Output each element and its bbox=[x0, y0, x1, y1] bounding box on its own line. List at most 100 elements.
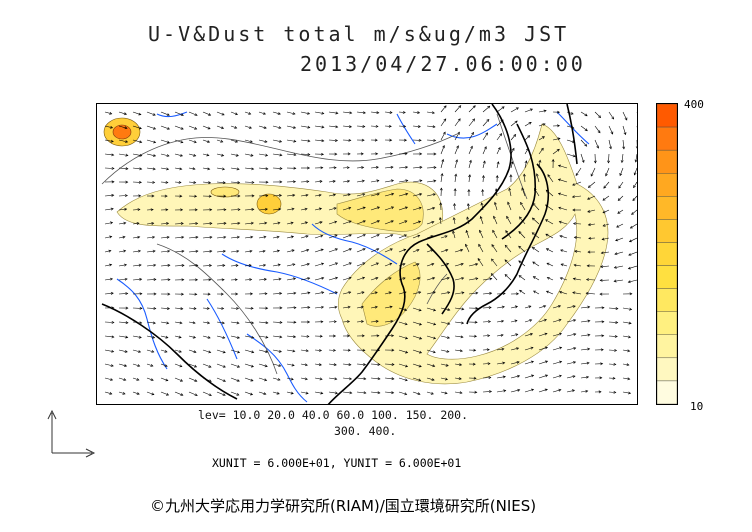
wind-vector-head bbox=[363, 377, 367, 381]
wind-vector-head bbox=[305, 349, 309, 353]
wind-vector bbox=[496, 147, 501, 155]
wind-vector bbox=[216, 321, 225, 324]
wind-vector-head bbox=[249, 140, 253, 143]
wind-vector bbox=[507, 201, 512, 211]
wind-vector-head bbox=[137, 235, 141, 239]
wind-vector-head bbox=[558, 206, 562, 210]
wind-vector bbox=[174, 139, 183, 143]
wind-vector-head bbox=[347, 305, 351, 309]
wind-vector bbox=[132, 111, 141, 115]
wind-vector-head bbox=[362, 348, 366, 352]
wind-vector-head bbox=[150, 363, 154, 367]
wind-vector bbox=[426, 277, 435, 281]
wind-vector-head bbox=[519, 216, 522, 220]
wind-vector bbox=[104, 335, 114, 338]
wind-vector-head bbox=[493, 215, 496, 219]
wind-vector-head bbox=[628, 253, 632, 256]
wind-vector-head bbox=[585, 291, 589, 295]
wind-vector-head bbox=[572, 222, 577, 226]
wind-vector bbox=[619, 167, 624, 176]
wind-vector-head bbox=[475, 306, 479, 310]
wind-vector bbox=[118, 391, 126, 395]
wind-vector-head bbox=[404, 322, 408, 326]
wind-vector bbox=[146, 307, 156, 309]
wind-vector-head bbox=[166, 154, 170, 157]
wind-vector-head bbox=[209, 222, 213, 225]
wind-vector-head bbox=[222, 181, 226, 185]
wind-vector-head bbox=[560, 263, 564, 267]
wind-vector bbox=[342, 377, 352, 380]
wind-vector-head bbox=[444, 235, 448, 239]
wind-vector-head bbox=[572, 291, 576, 295]
wind-vector bbox=[600, 265, 610, 268]
wind-vector-head bbox=[431, 378, 435, 381]
wind-vector bbox=[398, 206, 408, 211]
wind-vector bbox=[519, 289, 526, 295]
wind-vector bbox=[580, 362, 590, 365]
wind-vector-head bbox=[461, 277, 465, 280]
wind-vector bbox=[426, 111, 435, 114]
wind-vector bbox=[496, 161, 499, 169]
colorbar-segment bbox=[656, 288, 678, 312]
wind-vector bbox=[384, 292, 392, 295]
wind-vector bbox=[188, 265, 198, 267]
wind-vector bbox=[244, 349, 254, 353]
wind-vector-head bbox=[374, 305, 378, 309]
wind-vector bbox=[132, 264, 142, 267]
wind-vector-head bbox=[276, 391, 280, 395]
wind-vector-head bbox=[572, 305, 576, 309]
wind-vector bbox=[188, 139, 197, 143]
wind-vector bbox=[412, 207, 422, 211]
wind-vector bbox=[412, 235, 420, 239]
wind-vector-head bbox=[111, 306, 115, 310]
wind-vector bbox=[636, 322, 637, 323]
wind-vector bbox=[635, 153, 637, 163]
wind-vector bbox=[572, 181, 582, 186]
wind-vector bbox=[636, 364, 637, 365]
wind-vector bbox=[132, 363, 140, 367]
chart-title: U-V&Dust total m/s&ug/m3 JST bbox=[148, 22, 570, 46]
wind-vector bbox=[426, 180, 436, 183]
wind-vector bbox=[412, 221, 421, 225]
wind-vector bbox=[524, 108, 533, 113]
wind-vector bbox=[230, 307, 239, 309]
wind-vector-head bbox=[514, 120, 518, 124]
wind-vector-head bbox=[633, 172, 637, 176]
wind-vector bbox=[160, 181, 168, 183]
wind-vector bbox=[244, 222, 254, 225]
wind-vector-head bbox=[634, 159, 637, 163]
wind-vector bbox=[216, 125, 224, 129]
wind-vector-head bbox=[207, 140, 211, 143]
wind-vector-head bbox=[307, 277, 311, 280]
wind-vector bbox=[118, 264, 127, 267]
wind-vector bbox=[440, 391, 448, 394]
wind-vector-head bbox=[506, 215, 509, 219]
wind-vector-head bbox=[487, 362, 491, 366]
wind-vector-head bbox=[418, 350, 423, 354]
wind-vector-head bbox=[374, 291, 378, 295]
wind-vector bbox=[614, 265, 624, 269]
wind-vector-head bbox=[333, 166, 337, 170]
wind-vector-head bbox=[403, 291, 407, 295]
wind-vector-head bbox=[531, 247, 535, 250]
wind-vector-head bbox=[139, 153, 143, 157]
wind-vector-head bbox=[485, 132, 488, 136]
wind-vector bbox=[146, 250, 156, 253]
wind-vector bbox=[160, 391, 169, 396]
wind-vector bbox=[398, 249, 406, 253]
wind-vector bbox=[328, 125, 338, 128]
wind-vector-head bbox=[633, 185, 636, 189]
wind-vector-head bbox=[507, 201, 510, 205]
wind-vector-head bbox=[292, 349, 296, 353]
wind-vector bbox=[356, 277, 365, 281]
wind-vector-head bbox=[181, 249, 185, 253]
wind-vector-head bbox=[466, 203, 470, 207]
wind-vector-head bbox=[251, 167, 255, 171]
wind-vector-head bbox=[559, 360, 563, 364]
wind-vector-head bbox=[136, 392, 140, 395]
wind-vector-head bbox=[489, 277, 493, 281]
wind-vector-head bbox=[109, 111, 113, 115]
wind-vector bbox=[342, 125, 352, 128]
wind-vector bbox=[558, 193, 568, 197]
wind-vector-head bbox=[304, 363, 308, 367]
